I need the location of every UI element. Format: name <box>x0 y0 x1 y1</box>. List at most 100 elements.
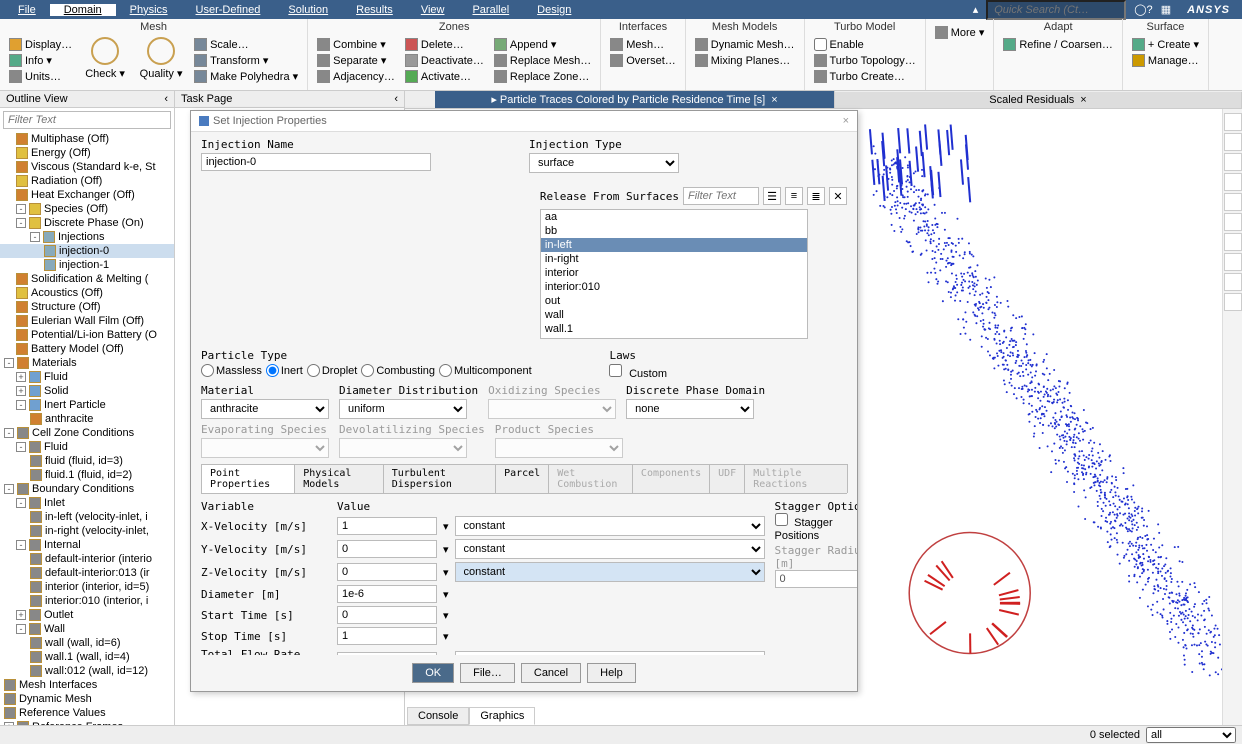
tree-item[interactable]: interior:010 (interior, i <box>0 594 174 608</box>
tree-item[interactable]: interior (interior, id=5) <box>0 580 174 594</box>
outline-filter-input[interactable] <box>3 111 171 129</box>
close-tab-icon[interactable]: × <box>1080 94 1086 106</box>
tree-item[interactable]: -Injections <box>0 230 174 244</box>
tree-item[interactable]: in-left (velocity-inlet, i <box>0 510 174 524</box>
view-tab[interactable]: Scaled Residuals× <box>835 92 1242 108</box>
menu-physics[interactable]: Physics <box>116 4 182 16</box>
prop-type-select[interactable]: constant <box>455 562 765 582</box>
+create-button[interactable]: + Create ▾ <box>1129 37 1202 52</box>
stepper-icon[interactable]: ▾ <box>443 630 449 643</box>
prop-type-select[interactable]: constant <box>455 516 765 536</box>
particle-type-inert[interactable]: Inert <box>266 364 303 377</box>
filter-icon[interactable]: ☰ <box>763 187 781 205</box>
mesh-button[interactable]: Mesh… <box>607 37 679 52</box>
surface-item[interactable]: interior:010 <box>541 280 807 294</box>
tree-item[interactable]: Structure (Off) <box>0 300 174 314</box>
tree-item[interactable]: Battery Model (Off) <box>0 342 174 356</box>
tree-item[interactable]: Dynamic Mesh <box>0 692 174 706</box>
ok-button[interactable]: OK <box>412 663 454 683</box>
separate-button[interactable]: Separate ▾ <box>314 53 398 68</box>
material-select[interactable]: anthracite <box>201 399 329 419</box>
surface-item[interactable]: wall.1 <box>541 322 807 336</box>
surface-item[interactable]: wall:012 <box>541 336 807 339</box>
surface-item[interactable]: aa <box>541 210 807 224</box>
surface-item[interactable]: in-left <box>541 238 807 252</box>
tree-item[interactable]: wall (wall, id=6) <box>0 636 174 650</box>
subtab-parcel[interactable]: Parcel <box>495 464 549 493</box>
check-button[interactable]: Check ▾ <box>79 37 131 80</box>
prop-type-select[interactable]: constant <box>455 539 765 559</box>
surface-list[interactable]: aabbin-leftin-rightinteriorinterior:010o… <box>540 209 808 339</box>
adjacency-button[interactable]: Adjacency… <box>314 69 398 84</box>
stepper-icon[interactable]: ▾ <box>443 588 449 601</box>
menu-solution[interactable]: Solution <box>274 4 342 16</box>
stepper-icon[interactable]: ▾ <box>443 543 449 556</box>
tree-item[interactable]: Mesh Interfaces <box>0 678 174 692</box>
tree-item[interactable]: -Boundary Conditions <box>0 482 174 496</box>
prop-value-input[interactable] <box>337 563 437 581</box>
collapse-icon[interactable]: ‹ <box>164 93 168 105</box>
overset-button[interactable]: Overset… <box>607 53 679 68</box>
turbotopology-button[interactable]: Turbo Topology… <box>811 53 919 68</box>
tree-item[interactable]: -Internal <box>0 538 174 552</box>
tree-item[interactable]: fluid.1 (fluid, id=2) <box>0 468 174 482</box>
deselect-icon[interactable]: ✕ <box>829 187 847 205</box>
transform-button[interactable]: Transform ▾ <box>191 53 301 68</box>
tree-item[interactable]: wall:012 (wall, id=12) <box>0 664 174 678</box>
particle-type-combusting[interactable]: Combusting <box>361 364 435 377</box>
replacezone-button[interactable]: Replace Zone… <box>491 69 594 84</box>
menu-results[interactable]: Results <box>342 4 407 16</box>
particle-type-massless[interactable]: Massless <box>201 364 262 377</box>
delete-button[interactable]: Delete… <box>402 37 487 52</box>
tool-icon[interactable] <box>1224 133 1242 151</box>
turbocreate-button[interactable]: Turbo Create… <box>811 69 919 84</box>
surface-item[interactable]: wall <box>541 308 807 322</box>
mixingplanes-button[interactable]: Mixing Planes… <box>692 53 798 68</box>
tree-item[interactable]: Acoustics (Off) <box>0 286 174 300</box>
dpd-select[interactable]: none <box>626 399 754 419</box>
dynamicmesh-button[interactable]: Dynamic Mesh… <box>692 37 798 52</box>
scale-button[interactable]: Scale… <box>191 37 301 52</box>
tree-item[interactable]: Viscous (Standard k-e, St <box>0 160 174 174</box>
makepolyhedra-button[interactable]: Make Polyhedra ▾ <box>191 69 301 84</box>
stagger-positions-check[interactable]: Stagger Positions <box>775 516 833 542</box>
tool-icon[interactable] <box>1224 113 1242 131</box>
activate-button[interactable]: Activate… <box>402 69 487 84</box>
more-button[interactable]: More ▾ <box>932 25 988 40</box>
tool-icon[interactable] <box>1224 233 1242 251</box>
tool-icon[interactable] <box>1224 193 1242 211</box>
subtab-physical-models[interactable]: Physical Models <box>294 464 383 493</box>
tree-item[interactable]: fluid (fluid, id=3) <box>0 454 174 468</box>
surface-item[interactable]: bb <box>541 224 807 238</box>
tree-item[interactable]: +Fluid <box>0 370 174 384</box>
tree-item[interactable]: injection-1 <box>0 258 174 272</box>
select-all-icon[interactable]: ≣ <box>807 187 825 205</box>
collapse-icon[interactable]: ‹ <box>394 93 398 105</box>
surface-item[interactable]: out <box>541 294 807 308</box>
particle-type-droplet[interactable]: Droplet <box>307 364 357 377</box>
tree-item[interactable]: -Species (Off) <box>0 202 174 216</box>
status-filter-select[interactable]: all <box>1146 727 1236 743</box>
subtab-point-properties[interactable]: Point Properties <box>201 464 295 493</box>
prop-value-input[interactable] <box>337 517 437 535</box>
tree-item[interactable]: -Discrete Phase (On) <box>0 216 174 230</box>
subtab-turbulent-dispersion[interactable]: Turbulent Dispersion <box>383 464 496 493</box>
tree-item[interactable]: -Fluid <box>0 440 174 454</box>
sort-icon[interactable]: ≡ <box>785 187 803 205</box>
tree-item[interactable]: Solidification & Melting ( <box>0 272 174 286</box>
enable-button[interactable]: Enable <box>811 37 919 52</box>
custom-checkbox[interactable]: Custom <box>609 364 667 380</box>
cancel-button[interactable]: Cancel <box>521 663 581 683</box>
file-button[interactable]: File… <box>460 663 515 683</box>
quality-button[interactable]: Quality ▾ <box>135 37 187 80</box>
tree-item[interactable]: +Reference Frames <box>0 720 174 725</box>
tree-item[interactable]: default-interior (interio <box>0 552 174 566</box>
tree-item[interactable]: -Wall <box>0 622 174 636</box>
deactivate-button[interactable]: Deactivate… <box>402 53 487 68</box>
injection-name-input[interactable] <box>201 153 431 171</box>
prop-value-input[interactable] <box>337 585 437 603</box>
stepper-icon[interactable]: ▾ <box>443 520 449 533</box>
tree-item[interactable]: -Inert Particle <box>0 398 174 412</box>
quick-search-input[interactable] <box>986 0 1126 20</box>
particle-type-multicomponent[interactable]: Multicomponent <box>439 364 532 377</box>
